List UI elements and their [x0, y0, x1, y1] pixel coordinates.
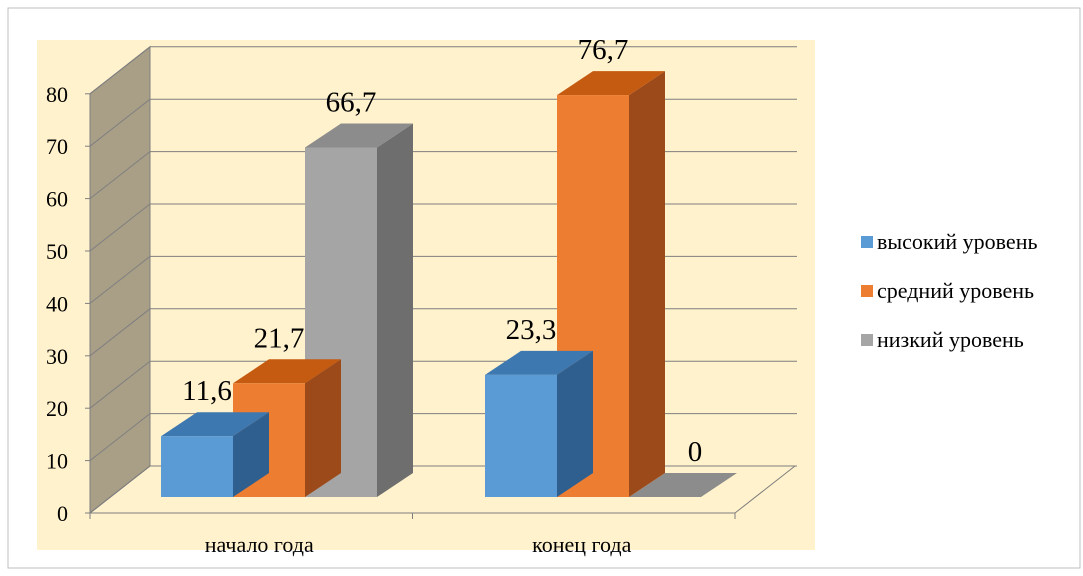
ytick-label-50: 50: [46, 239, 68, 264]
bar-front: [485, 374, 557, 497]
legend-label-1: высокий уровень: [877, 229, 1038, 254]
bar-side: [629, 71, 665, 497]
bar-2-1: [485, 350, 593, 497]
bar-side: [305, 359, 341, 497]
value-label-1-3: 66,7: [326, 86, 377, 118]
bar-side: [233, 412, 269, 497]
bar-front: [161, 436, 233, 497]
value-label-1-2: 21,7: [254, 322, 305, 354]
xtick-label-1: начало года: [205, 532, 314, 557]
ytick-label-40: 40: [46, 291, 68, 316]
value-label-2-1: 23,3: [506, 314, 557, 346]
bar-top: [557, 71, 665, 96]
legend-label-3: низкий уровень: [877, 327, 1024, 352]
ytick-label-10: 10: [46, 449, 68, 474]
legend-label-2: средний уровень: [877, 278, 1034, 303]
gridline-80: [89, 46, 797, 95]
ytick-label-0: 0: [57, 501, 68, 526]
bar-top: [161, 412, 269, 437]
legend-swatch-2: [861, 285, 873, 297]
ytick-label-30: 30: [46, 344, 68, 369]
value-label-1-1: 11,6: [182, 375, 232, 407]
bar-top: [233, 359, 341, 384]
value-label-2-3: 0: [688, 436, 703, 468]
bar-top: [485, 350, 593, 375]
xtick-label-2: конец года: [532, 532, 631, 557]
ytick-label-70: 70: [46, 134, 68, 159]
legend-swatch-1: [861, 236, 873, 248]
value-label-2-2: 76,7: [578, 34, 629, 66]
bar-side: [557, 350, 593, 497]
ytick-label-60: 60: [46, 187, 68, 212]
bar-side: [377, 123, 413, 497]
ytick-label-20: 20: [46, 396, 68, 421]
ytick-label-80: 80: [46, 82, 68, 107]
bar-1-1: [161, 412, 269, 497]
legend-swatch-3: [861, 334, 873, 346]
bar-top: [305, 123, 413, 148]
